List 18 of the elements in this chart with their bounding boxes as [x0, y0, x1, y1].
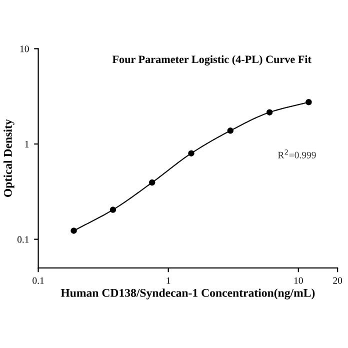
x-tick-label: 0.1 [32, 277, 44, 284]
x-axis-title: Human CD138/Syndecan-1 Concentration(ng/mL) [60, 288, 315, 300]
y-tick-label: 10 [20, 46, 29, 52]
point [266, 109, 273, 116]
y-axis-title: Optical Density [4, 119, 14, 197]
text: Four Parameter Logistic (4-PL) Curve Fit [112, 55, 312, 66]
point [227, 128, 234, 134]
point [148, 179, 156, 186]
x-tick-label: 20 [333, 277, 342, 284]
y-tick-label: 0.1 [17, 236, 29, 243]
x-tick-label: 10 [294, 277, 303, 284]
y-tick-label: 1 [25, 140, 29, 148]
x-tick-label: 1 [166, 277, 170, 284]
point [188, 150, 194, 156]
point [306, 99, 312, 106]
point [110, 206, 116, 213]
point [70, 228, 77, 234]
annotation: R$^{2}$=0.999 [278, 149, 316, 158]
